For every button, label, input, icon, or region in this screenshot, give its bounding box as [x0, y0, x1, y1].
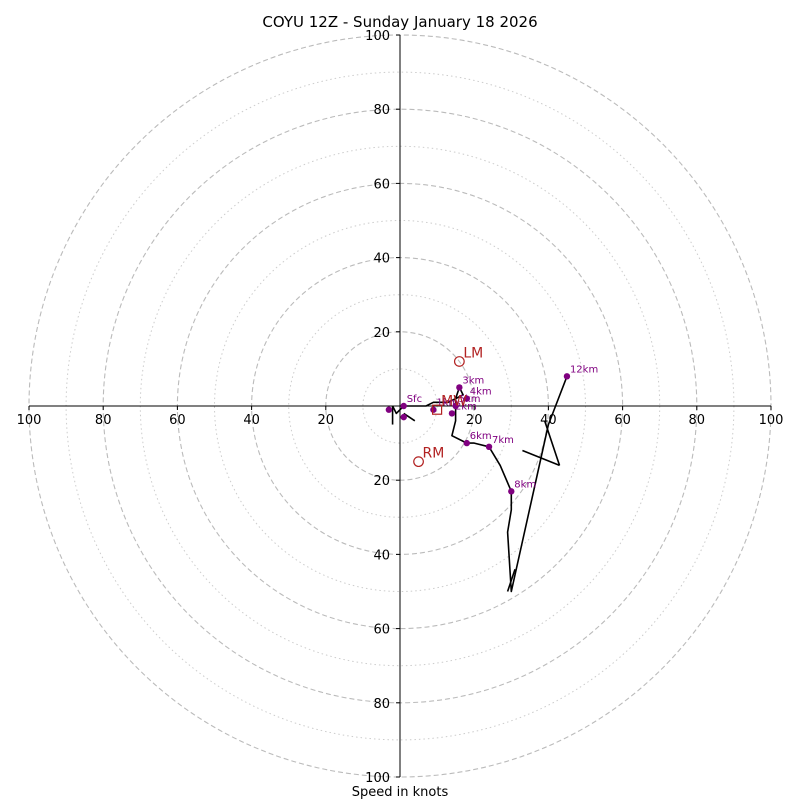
tick-bottom-60: 60 — [373, 623, 390, 638]
level-point-4km — [463, 395, 470, 402]
level-point-Sfc — [400, 402, 407, 410]
tick-right-80: 80 — [689, 413, 706, 428]
level-point-3km — [456, 384, 463, 391]
level-point-2km — [448, 410, 456, 417]
level-label-7km: 7km — [492, 435, 514, 446]
storm-motion-marker-LM — [453, 356, 465, 367]
tick-bottom-40: 40 — [373, 548, 390, 563]
level-label-8km: 8km — [514, 479, 536, 490]
barb-segment-3 — [522, 449, 560, 467]
tick-top-40: 40 — [373, 252, 390, 267]
extra-point-1 — [400, 413, 407, 421]
barb-segment-2 — [543, 420, 561, 466]
storm-motion-marker-MW — [432, 404, 443, 415]
tick-left-60: 60 — [169, 413, 186, 428]
chart-title: COYU 12Z - Sunday January 18 2026 — [262, 13, 537, 31]
tick-right-100: 100 — [759, 413, 784, 428]
level-point-12km — [563, 373, 571, 380]
tick-bottom-100: 100 — [365, 771, 390, 786]
level-point-7km — [485, 443, 493, 451]
storm-motion-marker-RM — [413, 456, 424, 468]
level-label-6km: 6km — [470, 431, 492, 442]
storm-motion-label-MW: MW — [441, 394, 467, 410]
x-axis-label: Speed in knots — [352, 785, 449, 800]
tick-left-80: 80 — [95, 413, 112, 428]
level-label-5km: 5km — [459, 394, 481, 405]
level-label-1km: 1km — [436, 398, 458, 409]
level-label-Sfc: Sfc — [407, 394, 422, 405]
extra-point-0 — [385, 406, 393, 413]
hodograph-line — [391, 376, 568, 593]
tick-top-80: 80 — [373, 103, 390, 118]
level-point-6km — [463, 439, 470, 447]
tick-left-20: 20 — [318, 413, 335, 428]
tick-bottom-20: 20 — [373, 474, 390, 489]
tick-right-40: 40 — [540, 413, 557, 428]
hodograph-trace — [391, 376, 568, 593]
level-label-2km: 2km — [455, 401, 477, 412]
tick-right-60: 60 — [614, 413, 631, 428]
level-label-3km: 3km — [462, 375, 484, 386]
level-point-8km — [508, 488, 515, 495]
barb-segment-4 — [506, 568, 516, 592]
tick-bottom-80: 80 — [373, 697, 390, 712]
level-point-5km — [452, 402, 459, 410]
tick-top-100: 100 — [365, 29, 390, 44]
tick-left-40: 40 — [243, 413, 260, 428]
level-point-1km — [430, 406, 437, 413]
tick-left-100: 100 — [17, 413, 42, 428]
level-label-12km: 12km — [570, 364, 598, 375]
level-label-4km: 4km — [470, 387, 492, 398]
storm-motion-label-LM: LM — [463, 345, 483, 361]
tick-top-60: 60 — [373, 177, 390, 192]
tick-labels: 100 80 60 40 20 20 40 60 80 100 20 40 60 80 100 20 40 60 8… — [17, 29, 784, 786]
tick-top-20: 20 — [373, 326, 390, 341]
storm-motions: LM RM MW — [413, 345, 483, 468]
storm-motion-label-RM: RM — [423, 446, 445, 462]
axes — [29, 35, 771, 777]
tick-right-20: 20 — [466, 413, 483, 428]
